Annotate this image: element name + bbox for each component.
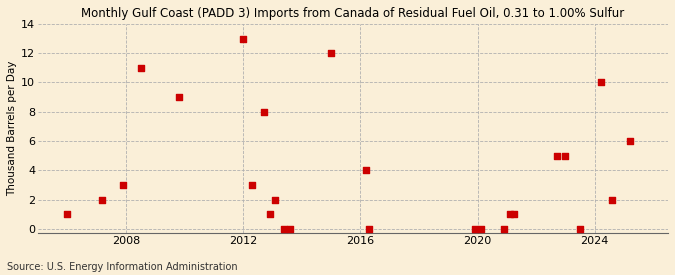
- Point: [264, 212, 275, 216]
- Point: [117, 183, 128, 187]
- Point: [504, 212, 515, 216]
- Point: [246, 183, 257, 187]
- Point: [238, 36, 248, 41]
- Point: [364, 227, 375, 231]
- Point: [325, 51, 336, 55]
- Point: [361, 168, 372, 172]
- Point: [551, 153, 562, 158]
- Point: [475, 227, 486, 231]
- Point: [259, 109, 269, 114]
- Y-axis label: Thousand Barrels per Day: Thousand Barrels per Day: [7, 61, 17, 196]
- Point: [173, 95, 184, 99]
- Point: [135, 66, 146, 70]
- Point: [624, 139, 635, 143]
- Point: [270, 197, 281, 202]
- Point: [279, 227, 290, 231]
- Text: Source: U.S. Energy Information Administration: Source: U.S. Energy Information Administ…: [7, 262, 238, 272]
- Point: [285, 227, 296, 231]
- Point: [97, 197, 108, 202]
- Point: [560, 153, 571, 158]
- Point: [509, 212, 520, 216]
- Point: [595, 80, 606, 85]
- Point: [62, 212, 73, 216]
- Point: [499, 227, 510, 231]
- Point: [469, 227, 480, 231]
- Title: Monthly Gulf Coast (PADD 3) Imports from Canada of Residual Fuel Oil, 0.31 to 1.: Monthly Gulf Coast (PADD 3) Imports from…: [82, 7, 624, 20]
- Point: [574, 227, 585, 231]
- Point: [607, 197, 618, 202]
